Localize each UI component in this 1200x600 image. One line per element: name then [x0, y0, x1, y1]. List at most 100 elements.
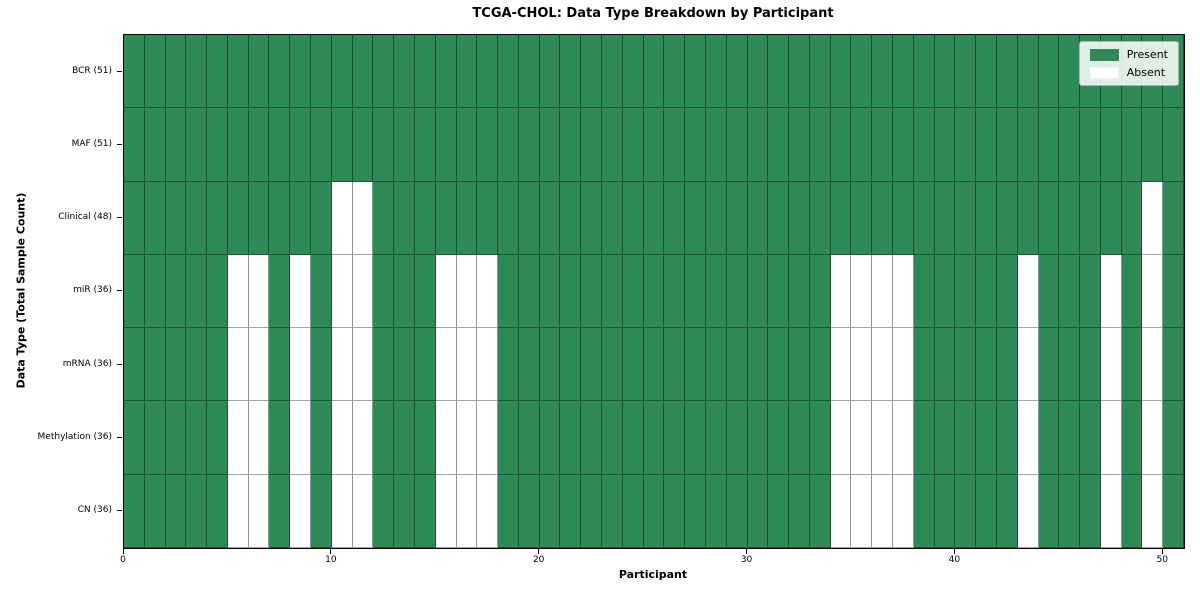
heatmap-cell-BCR-25	[643, 35, 665, 109]
heatmap-cell-Methylation-14	[414, 401, 436, 475]
heatmap-cell-CN-27	[685, 474, 706, 548]
heatmap-cell-mRNA-35	[851, 328, 873, 402]
heatmap-cell-CN-36	[872, 474, 894, 548]
heatmap-cell-mRNA-33	[809, 328, 831, 402]
heatmap-cell-miR-31	[768, 254, 790, 329]
heatmap-cell-miR-8	[290, 254, 312, 329]
heatmap-cell-Clinical-45	[1059, 181, 1081, 255]
heatmap-cell-miR-35	[851, 254, 873, 329]
heatmap-cell-MAF-24	[622, 108, 644, 182]
heatmap-cell-MAF-12	[373, 108, 395, 182]
heatmap-cell-MAF-29	[726, 108, 748, 182]
heatmap-cell-Clinical-27	[685, 181, 706, 255]
heatmap-cell-MAF-2	[165, 108, 187, 182]
y-tick-mark	[117, 510, 122, 512]
heatmap-cell-Clinical-7	[269, 181, 291, 255]
heatmap-cell-mRNA-5	[227, 328, 249, 402]
heatmap-cell-Clinical-5	[227, 181, 249, 255]
heatmap-cell-CN-2	[165, 474, 187, 548]
heatmap-cell-MAF-3	[186, 108, 208, 182]
heatmap-cell-mRNA-22	[581, 328, 603, 402]
heatmap-cell-BCR-12	[373, 35, 395, 109]
heatmap-cell-MAF-32	[789, 108, 810, 182]
heatmap-cell-CN-4	[207, 474, 228, 548]
heatmap-cell-MAF-44	[1038, 108, 1060, 182]
heatmap-cell-CN-0	[124, 474, 145, 548]
heatmap-cell-mRNA-17	[477, 328, 499, 402]
heatmap-cell-mRNA-12	[373, 328, 395, 402]
heatmap-cell-Methylation-33	[809, 401, 831, 475]
heatmap-cell-miR-44	[1038, 254, 1060, 329]
heatmap-cell-Methylation-46	[1080, 401, 1101, 475]
heatmap-cell-mRNA-36	[872, 328, 894, 402]
heatmap-cell-Methylation-5	[227, 401, 249, 475]
heatmap-cell-mRNA-45	[1059, 328, 1081, 402]
heatmap-cell-mRNA-42	[996, 328, 1018, 402]
heatmap-cell-BCR-41	[976, 35, 997, 109]
heatmap-cell-CN-19	[518, 474, 540, 548]
heatmap-cell-Clinical-21	[560, 181, 582, 255]
heatmap-cell-Methylation-45	[1059, 401, 1081, 475]
heatmap-cell-MAF-47	[1100, 108, 1122, 182]
heatmap-cell-miR-7	[269, 254, 291, 329]
heatmap-cell-Methylation-7	[269, 401, 291, 475]
heatmap-cell-mRNA-16	[456, 328, 478, 402]
heatmap-cell-BCR-40	[955, 35, 977, 109]
heatmap-cell-CN-13	[394, 474, 415, 548]
heatmap-cell-MAF-19	[518, 108, 540, 182]
heatmap-cell-Methylation-11	[352, 401, 374, 475]
heatmap-cell-BCR-38	[913, 35, 935, 109]
heatmap-cell-Methylation-50	[1163, 401, 1184, 475]
heatmap-cell-CN-26	[664, 474, 686, 548]
heatmap-cell-BCR-45	[1059, 35, 1081, 109]
heatmap-cell-MAF-42	[996, 108, 1018, 182]
heatmap-cell-miR-25	[643, 254, 665, 329]
heatmap-cell-mRNA-9	[311, 328, 332, 402]
heatmap-cell-BCR-10	[331, 35, 353, 109]
heatmap-cell-MAF-25	[643, 108, 665, 182]
heatmap-cell-mRNA-43	[1017, 328, 1039, 402]
heatmap-cell-miR-22	[581, 254, 603, 329]
y-tick-mark	[117, 363, 122, 365]
heatmap-cell-Clinical-2	[165, 181, 187, 255]
heatmap-cell-Methylation-17	[477, 401, 499, 475]
heatmap-cell-MAF-1	[144, 108, 166, 182]
y-row-mir: miR (36)	[0, 254, 123, 327]
heatmap-cell-miR-26	[664, 254, 686, 329]
heatmap-cell-mRNA-41	[976, 328, 997, 402]
plot-area: Present Absent	[123, 34, 1185, 549]
heatmap-cell-Methylation-23	[602, 401, 623, 475]
heatmap-cell-MAF-16	[456, 108, 478, 182]
heatmap-cell-Methylation-28	[705, 401, 727, 475]
heatmap-cell-CN-12	[373, 474, 395, 548]
heatmap-cell-Methylation-40	[955, 401, 977, 475]
heatmap-cell-MAF-5	[227, 108, 249, 182]
heatmap-cell-BCR-34	[830, 35, 852, 109]
heatmap-cell-BCR-20	[539, 35, 561, 109]
heatmap-cell-mRNA-27	[685, 328, 706, 402]
heatmap-cell-Clinical-29	[726, 181, 748, 255]
y-row-maf: MAF (51)	[0, 107, 123, 180]
heatmap-cell-MAF-49	[1142, 108, 1164, 182]
heatmap-cell-miR-0	[124, 254, 145, 329]
heatmap-cell-Methylation-31	[768, 401, 790, 475]
heatmap-cell-BCR-4	[207, 35, 228, 109]
heatmap-cell-mRNA-40	[955, 328, 977, 402]
y-axis-labels: BCR (51) MAF (51) Clinical (48) miR (36)…	[0, 34, 123, 547]
heatmap-cell-CN-31	[768, 474, 790, 548]
x-tick-mark	[746, 549, 748, 554]
heatmap-cell-Methylation-29	[726, 401, 748, 475]
heatmap-cell-CN-34	[830, 474, 852, 548]
heatmap-cell-CN-33	[809, 474, 831, 548]
heatmap-cell-miR-12	[373, 254, 395, 329]
heatmap-cell-BCR-43	[1017, 35, 1039, 109]
heatmap-cell-miR-43	[1017, 254, 1039, 329]
x-tick-label: 10	[325, 555, 337, 565]
heatmap-cell-Clinical-12	[373, 181, 395, 255]
heatmap-cell-Clinical-24	[622, 181, 644, 255]
heatmap-cell-mRNA-18	[498, 328, 519, 402]
heatmap-cell-BCR-1	[144, 35, 166, 109]
heatmap-cell-mRNA-11	[352, 328, 374, 402]
x-tick-mark	[538, 549, 540, 554]
heatmap-cell-MAF-50	[1163, 108, 1184, 182]
